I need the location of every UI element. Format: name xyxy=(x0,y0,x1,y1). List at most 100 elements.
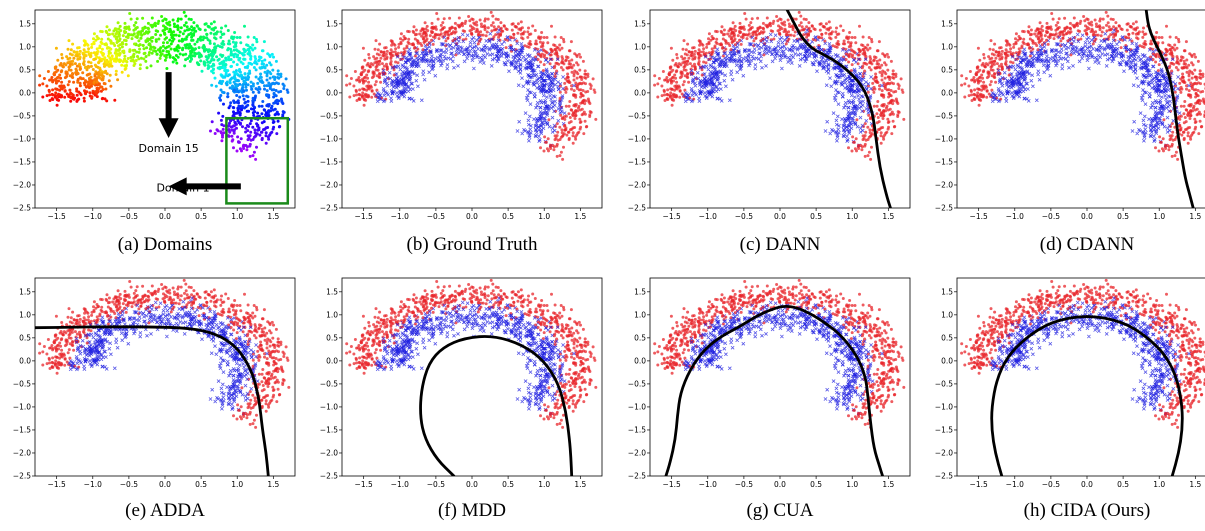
data-point xyxy=(66,83,70,87)
data-point xyxy=(1190,76,1194,80)
data-point xyxy=(758,51,762,56)
data-point xyxy=(446,36,450,40)
data-point xyxy=(456,35,461,40)
data-point xyxy=(260,62,264,66)
data-point xyxy=(858,115,863,120)
data-point xyxy=(458,45,463,50)
data-point xyxy=(98,66,102,70)
data-point xyxy=(401,38,405,42)
data-point xyxy=(682,39,686,43)
data-point xyxy=(78,81,82,85)
data-point xyxy=(116,21,120,25)
data-point xyxy=(545,111,550,116)
y-tick-label: 1.5 xyxy=(19,19,31,28)
data-point xyxy=(524,96,529,100)
data-point xyxy=(576,72,580,76)
data-point xyxy=(549,147,553,150)
data-point xyxy=(1201,75,1205,78)
data-point xyxy=(206,64,210,67)
data-point xyxy=(71,76,75,79)
data-point xyxy=(1193,108,1197,112)
data-point xyxy=(856,89,861,94)
data-point xyxy=(264,111,268,115)
data-point xyxy=(752,39,756,43)
data-point xyxy=(863,122,867,126)
data-point xyxy=(409,55,414,60)
data-point xyxy=(465,56,469,61)
data-point xyxy=(1114,21,1118,25)
x-tick-label: 0.5 xyxy=(195,212,207,221)
data-point xyxy=(439,23,443,27)
data-point xyxy=(181,32,185,36)
data-point xyxy=(135,26,139,29)
y-tick-label: 1.0 xyxy=(326,42,338,51)
data-point xyxy=(837,123,841,128)
data-point xyxy=(384,52,388,56)
data-point xyxy=(542,83,546,88)
data-point xyxy=(113,27,117,31)
data-point xyxy=(1131,83,1136,88)
data-point xyxy=(106,33,110,37)
data-point xyxy=(90,95,94,99)
data-point xyxy=(136,55,139,58)
data-point xyxy=(256,123,260,127)
data-point xyxy=(878,84,881,88)
data-point xyxy=(757,46,761,51)
data-point xyxy=(169,47,173,51)
y-tick-label: −2.0 xyxy=(13,180,31,189)
data-point xyxy=(864,55,868,58)
data-point xyxy=(532,68,537,73)
data-point xyxy=(84,66,87,70)
data-point xyxy=(770,52,774,57)
data-point xyxy=(834,122,839,127)
data-point xyxy=(701,50,705,54)
data-point xyxy=(408,87,412,92)
data-point xyxy=(104,87,108,91)
data-point xyxy=(733,24,737,28)
data-point xyxy=(792,34,796,38)
data-point xyxy=(104,43,108,47)
data-point xyxy=(875,104,879,108)
data-point xyxy=(715,57,719,61)
data-point xyxy=(840,117,844,122)
data-point xyxy=(469,24,472,28)
data-point xyxy=(56,58,60,62)
data-point xyxy=(193,42,197,46)
data-point xyxy=(135,36,139,39)
data-point xyxy=(190,33,193,36)
data-point xyxy=(118,43,122,47)
data-point xyxy=(853,110,857,115)
data-point xyxy=(218,62,222,66)
data-point xyxy=(520,36,524,40)
data-point xyxy=(869,68,873,72)
data-point xyxy=(249,119,253,123)
data-point xyxy=(1190,61,1194,65)
y-tick-label: 1.0 xyxy=(19,42,31,51)
data-point xyxy=(1059,39,1063,43)
data-point xyxy=(255,62,259,66)
data-point xyxy=(786,55,791,60)
data-point xyxy=(835,114,840,119)
data-point xyxy=(149,23,153,27)
data-point xyxy=(722,51,727,56)
data-point xyxy=(573,117,577,120)
data-point xyxy=(202,46,206,50)
data-point xyxy=(184,52,188,56)
data-point xyxy=(567,121,571,125)
data-point xyxy=(389,39,393,43)
data-point xyxy=(448,29,451,33)
data-point xyxy=(725,54,730,58)
data-point xyxy=(248,71,252,75)
data-point xyxy=(538,105,543,110)
data-point xyxy=(451,39,455,43)
data-point xyxy=(100,47,104,51)
data-point xyxy=(741,32,745,36)
data-point xyxy=(407,47,412,52)
data-point xyxy=(409,81,414,86)
data-point xyxy=(122,59,126,63)
data-point xyxy=(75,89,79,93)
data-point xyxy=(880,83,884,88)
data-point xyxy=(95,35,99,38)
data-point xyxy=(82,48,86,52)
data-point xyxy=(529,65,533,70)
